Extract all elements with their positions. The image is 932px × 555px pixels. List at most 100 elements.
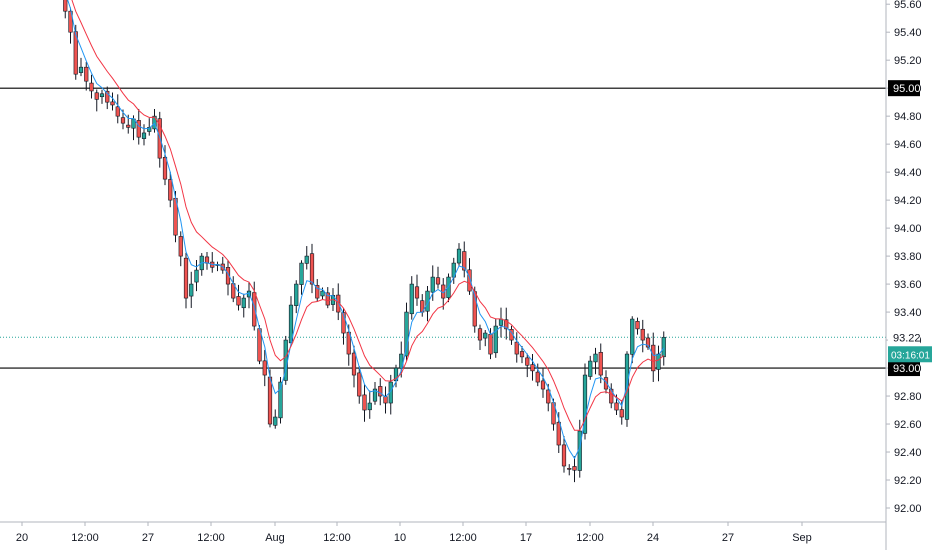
- y-tick-label: 94.20: [894, 195, 922, 207]
- y-tick-label: 94.40: [894, 167, 922, 179]
- y-tick-label: 92.20: [894, 475, 922, 487]
- candle-body: [409, 283, 414, 315]
- x-tick-label: 24: [647, 532, 659, 544]
- candle-body: [136, 120, 141, 138]
- candle-body: [178, 236, 183, 257]
- candle-body: [110, 101, 115, 106]
- x-tick-label: Sep: [792, 532, 812, 544]
- y-tick-label: 95.20: [894, 55, 922, 67]
- candle-body: [435, 277, 441, 285]
- candle-body: [493, 325, 498, 354]
- horizontal-line-badge-label: 93.00: [893, 363, 921, 375]
- candle-body: [267, 376, 273, 425]
- candle-body: [635, 321, 640, 330]
- candle-body: [63, 0, 68, 12]
- candle-body: [278, 381, 283, 419]
- candle-body: [78, 66, 84, 73]
- horizontal-lines-layer: [0, 87, 886, 369]
- candle-body: [619, 409, 624, 418]
- candle-body: [483, 332, 488, 339]
- candle-body: [588, 360, 593, 377]
- candle-body: [609, 388, 614, 404]
- candle-body: [535, 371, 540, 383]
- candle-body: [105, 90, 110, 103]
- candle-body: [341, 312, 346, 334]
- candle-body: [614, 402, 619, 411]
- candle-body: [68, 10, 73, 33]
- candle-body: [168, 179, 173, 201]
- candle-body: [252, 292, 257, 327]
- candle-body: [325, 292, 330, 306]
- candle-body: [351, 352, 357, 376]
- time-axis[interactable]: 20 12:00 27 12:00 Aug 12:00 10 12:00 17 12:00 24 27…: [0, 521, 886, 544]
- last-price-badge: [888, 329, 920, 346]
- y-tick-label: 95.60: [894, 0, 922, 11]
- candle-body: [525, 357, 530, 366]
- candle-body: [556, 421, 561, 446]
- y-tick-label: 93.60: [894, 279, 922, 291]
- candle-body: [115, 106, 120, 117]
- candle-body: [236, 296, 241, 306]
- candle-body: [467, 269, 472, 292]
- horizontal-line-badge: [888, 80, 920, 97]
- candle-body: [304, 255, 309, 264]
- y-tick-label: 94.80: [894, 111, 922, 123]
- candle-body: [120, 117, 126, 124]
- candle-body: [462, 251, 467, 271]
- y-tick-label: 94.60: [894, 139, 922, 151]
- candle-body: [488, 334, 493, 355]
- candle-body: [640, 328, 645, 341]
- candle-body: [320, 290, 325, 297]
- y-tick-label: 93.80: [894, 251, 922, 263]
- candle-body: [346, 331, 351, 355]
- x-tick-label: 17: [520, 532, 532, 544]
- candle-body: [456, 248, 462, 264]
- candle-body: [540, 380, 546, 390]
- candle-body: [367, 402, 372, 411]
- candle-body: [477, 328, 483, 341]
- countdown-badge: [888, 346, 932, 363]
- candle-body: [152, 115, 157, 130]
- candle-body: [357, 372, 362, 397]
- y-tick-label: 94.00: [894, 223, 922, 235]
- candle-body: [141, 132, 147, 139]
- price-badges-layer: 95.00 93.00 93.22 03:16:01: [888, 80, 932, 377]
- candle-body: [598, 352, 603, 376]
- candle-body: [309, 253, 315, 285]
- candle-body: [189, 283, 194, 297]
- candle-body: [446, 276, 451, 299]
- candle-body: [582, 374, 588, 434]
- horizontal-line-badge: [888, 360, 920, 377]
- candle-body: [194, 269, 199, 283]
- candle-body: [519, 351, 525, 358]
- candle-body: [372, 388, 378, 402]
- last-price-label: 93.22: [893, 332, 921, 344]
- candle-body: [99, 93, 105, 98]
- moving-average-slow-line: [71, 0, 665, 431]
- y-tick-label: 92.40: [894, 447, 922, 459]
- x-tick-label: 12:00: [449, 532, 477, 544]
- candle-body: [404, 311, 409, 357]
- x-tick-label: 12:00: [71, 532, 99, 544]
- candle-body: [530, 364, 535, 372]
- x-tick-label: 10: [394, 532, 406, 544]
- candle-body: [273, 416, 278, 426]
- candle-body: [378, 386, 383, 397]
- candle-body: [567, 468, 572, 470]
- candle-body: [656, 353, 661, 370]
- candle-body: [593, 353, 598, 363]
- candle-body: [294, 283, 299, 306]
- candle-body: [94, 92, 99, 100]
- candle-body: [262, 360, 267, 376]
- candle-body: [84, 66, 89, 82]
- x-tick-label: 12:00: [197, 532, 225, 544]
- y-tick-label: 92.80: [894, 391, 922, 403]
- moving-averages-layer: [67, 0, 665, 460]
- candle-body: [645, 337, 651, 348]
- candle-body: [603, 377, 609, 390]
- candle-body: [241, 297, 246, 309]
- x-tick-label: 27: [142, 532, 154, 544]
- candle-body: [299, 262, 304, 285]
